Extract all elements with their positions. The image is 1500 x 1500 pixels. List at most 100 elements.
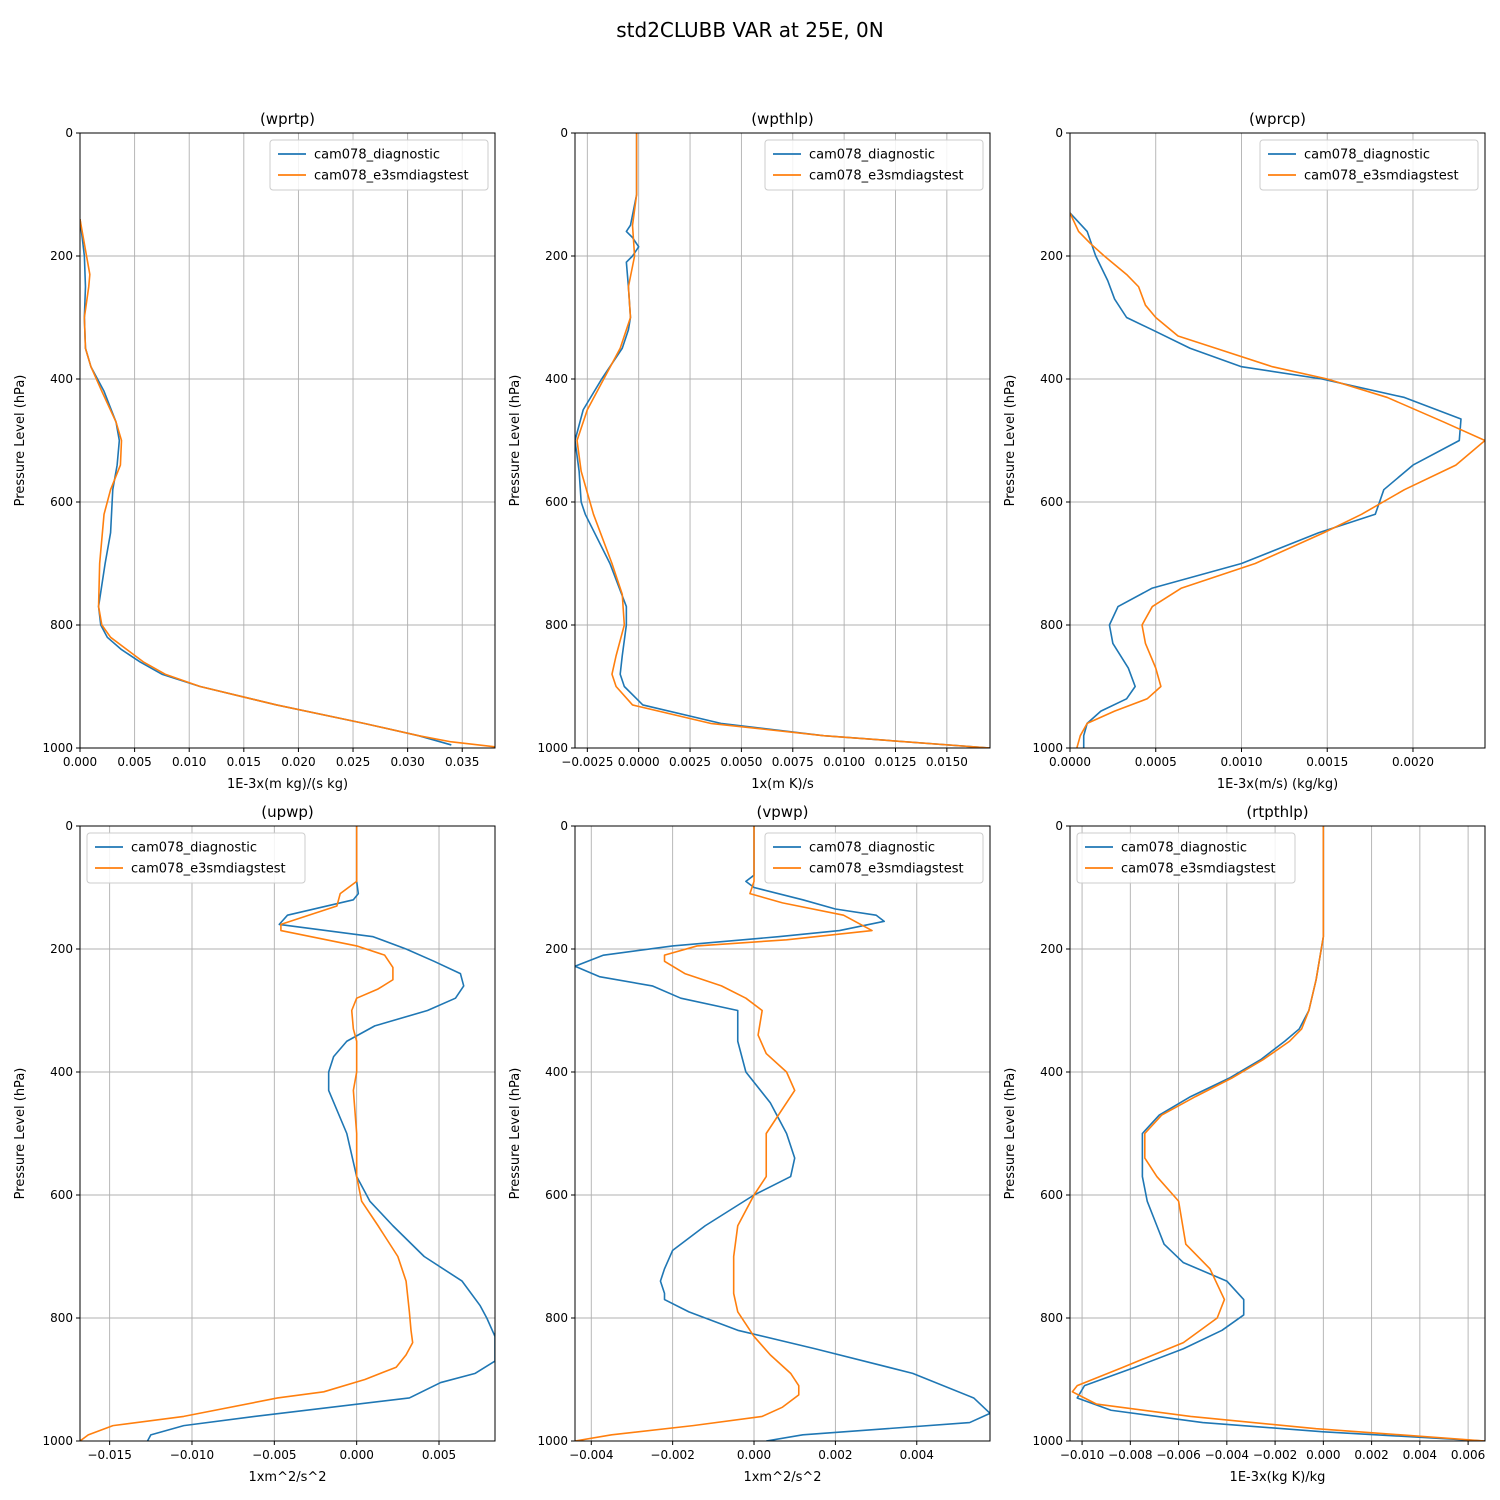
- y-tick-label: 0: [65, 126, 73, 140]
- series-group: [1070, 212, 1485, 748]
- legend-label-2: cam078_e3smdiagstest: [809, 169, 964, 184]
- axes-frame: [1069, 132, 1486, 749]
- x-tick-label: 0.0125: [874, 755, 916, 769]
- legend-box: [764, 139, 984, 191]
- x-axis-label: 1E-3x(m kg)/(s kg): [227, 777, 348, 792]
- series-line-1: [1070, 212, 1462, 748]
- x-tick-label: 0.005: [117, 755, 151, 769]
- y-tick-label: 200: [50, 249, 73, 263]
- x-tick-label: 0.010: [172, 755, 206, 769]
- x-tick-label: −0.010: [1060, 1448, 1104, 1462]
- subplot-title: (vpwp): [757, 803, 809, 821]
- figure-title: std2CLUBB VAR at 25E, 0N: [616, 18, 884, 42]
- subplot-2: −0.0025 0.0000 0.0025 0.0050 0.0075 0.0100 0.0…: [508, 110, 991, 792]
- y-tick-label: 200: [50, 942, 73, 956]
- y-tick-label: 1000: [1032, 741, 1063, 755]
- series-group: [80, 218, 495, 748]
- y-tick-label: 600: [50, 495, 73, 509]
- subplot-1: 0.000 0.005 0.010 0.015 0.020 0.025 0.030 0.035…: [13, 110, 496, 792]
- x-axis-label: 1x(m K)/s: [751, 777, 814, 792]
- legend-box: [1259, 139, 1479, 191]
- x-tick-label: 0.0100: [823, 755, 865, 769]
- x-tick-label: 0.005: [422, 1448, 456, 1462]
- y-tick-label: 800: [545, 1311, 568, 1325]
- y-tick-label: 400: [1040, 1065, 1063, 1079]
- series-line-2: [575, 826, 873, 1441]
- y-tick-label: 200: [1040, 942, 1063, 956]
- subplot-5: −0.004 −0.002 0.000 0.002 0.004 0 200 400 600 800…: [508, 803, 991, 1485]
- subplot-title: (rtpthlp): [1246, 803, 1308, 821]
- series-line-1: [1076, 826, 1485, 1441]
- legend-label-2: cam078_e3smdiagstest: [1304, 169, 1459, 184]
- series-group: [1071, 826, 1485, 1441]
- legend-label-1: cam078_diagnostic: [1304, 148, 1430, 163]
- x-tick-label: 0.015: [227, 755, 261, 769]
- y-axis-label: Pressure Level (hPa): [508, 1068, 523, 1200]
- legend-box: [269, 139, 489, 191]
- x-tick-label: 0.000: [1306, 1448, 1340, 1462]
- x-tick-label: 0.0000: [1049, 755, 1091, 769]
- series-line-2: [80, 218, 495, 748]
- x-axis-label: 1xm^2/s^2: [743, 1470, 821, 1485]
- y-tick-label: 200: [545, 249, 568, 263]
- legend-label-1: cam078_diagnostic: [809, 148, 935, 163]
- legend: cam078_diagnostic cam078_e3smdiagstest: [764, 139, 984, 191]
- y-tick-label: 600: [1040, 495, 1063, 509]
- y-tick-label: 400: [50, 1065, 73, 1079]
- subplot-6: −0.010 −0.008 −0.006 −0.004 −0.002 0.000 0.002…: [1003, 803, 1486, 1485]
- subplot-title: (wpthlp): [751, 110, 814, 128]
- y-tick-label: 200: [1040, 249, 1063, 263]
- legend-label-2: cam078_e3smdiagstest: [314, 169, 469, 184]
- series-group: [80, 826, 495, 1441]
- y-tick-label: 400: [545, 372, 568, 386]
- x-tick-label: 0.0075: [772, 755, 814, 769]
- subplot-grid: 0.000 0.005 0.010 0.015 0.020 0.025 0.030 0.035…: [13, 110, 1486, 1485]
- x-tick-label: 0.002: [818, 1448, 852, 1462]
- legend-label-2: cam078_e3smdiagstest: [1121, 862, 1276, 877]
- subplot-title: (upwp): [261, 803, 314, 821]
- x-tick-label: 0.006: [1451, 1448, 1485, 1462]
- y-tick-label: 600: [545, 1188, 568, 1202]
- series-line-2: [576, 133, 990, 748]
- x-tick-label: −0.015: [87, 1448, 131, 1462]
- y-tick-label: 1000: [537, 741, 568, 755]
- y-tick-label: 0: [1055, 126, 1063, 140]
- axes-frame: [574, 132, 991, 749]
- y-axis-label: Pressure Level (hPa): [1003, 1068, 1018, 1200]
- y-tick-label: 800: [50, 618, 73, 632]
- y-tick-label: 400: [545, 1065, 568, 1079]
- legend-box: [1076, 832, 1296, 884]
- y-tick-label: 0: [65, 819, 73, 833]
- legend-label-1: cam078_diagnostic: [809, 841, 935, 856]
- y-tick-label: 800: [1040, 618, 1063, 632]
- x-tick-label: 0.0020: [1392, 755, 1434, 769]
- legend: cam078_diagnostic cam078_e3smdiagstest: [269, 139, 489, 191]
- x-tick-label: 0.004: [1403, 1448, 1437, 1462]
- subplot-4: −0.015 −0.010 −0.005 0.000 0.005 0 200 400 600 80…: [13, 803, 496, 1485]
- x-tick-label: −0.006: [1156, 1448, 1200, 1462]
- y-tick-label: 1000: [42, 741, 73, 755]
- legend: cam078_diagnostic cam078_e3smdiagstest: [86, 832, 306, 884]
- y-tick-label: 800: [1040, 1311, 1063, 1325]
- y-tick-label: 200: [545, 942, 568, 956]
- x-tick-label: −0.004: [569, 1448, 613, 1462]
- x-tick-label: 0.004: [900, 1448, 934, 1462]
- axes-frame: [79, 825, 496, 1442]
- y-tick-label: 0: [1055, 819, 1063, 833]
- legend-label-1: cam078_diagnostic: [1121, 841, 1247, 856]
- y-axis-label: Pressure Level (hPa): [13, 375, 28, 507]
- x-tick-label: −0.004: [1205, 1448, 1249, 1462]
- subplot-title: (wprcp): [1249, 110, 1306, 128]
- y-tick-label: 0: [560, 819, 568, 833]
- legend: cam078_diagnostic cam078_e3smdiagstest: [764, 832, 984, 884]
- series-line-2: [1070, 212, 1485, 748]
- series-group: [575, 826, 990, 1441]
- series-group: [575, 133, 990, 748]
- x-tick-label: 0.000: [339, 1448, 373, 1462]
- subplot-3: 0.0000 0.0005 0.0010 0.0015 0.0020 0 200 400 600…: [1003, 110, 1486, 792]
- y-tick-label: 400: [1040, 372, 1063, 386]
- subplot-title: (wprtp): [260, 110, 315, 128]
- x-tick-label: 0.035: [445, 755, 479, 769]
